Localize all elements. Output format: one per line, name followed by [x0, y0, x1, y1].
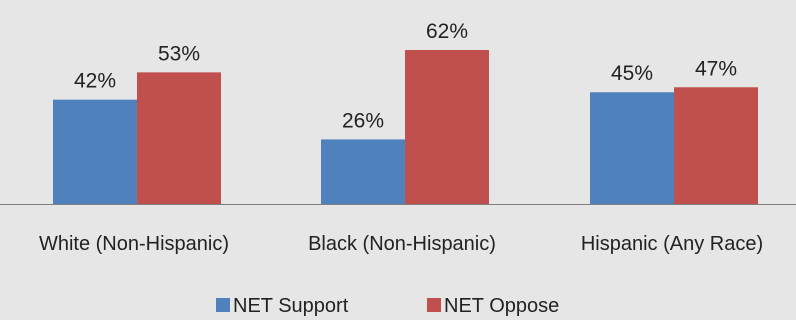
- category-label-hispanic-any-race: Hispanic (Any Race): [581, 233, 763, 255]
- data-label-net-oppose-black-non-hispanic: 62%: [426, 20, 468, 43]
- data-label-net-support-black-non-hispanic: 26%: [342, 109, 384, 132]
- bar-net-oppose-black-non-hispanic: [405, 50, 489, 204]
- category-label-white-non-hispanic: White (Non-Hispanic): [39, 233, 229, 255]
- data-label-net-support-white-non-hispanic: 42%: [74, 70, 116, 93]
- category-labels-layer: White (Non-Hispanic) Black (Non-Hispanic)…: [39, 233, 763, 255]
- data-label-net-oppose-hispanic-any-race: 47%: [695, 57, 737, 80]
- bar-net-support-white-non-hispanic: [53, 99, 137, 204]
- bars-layer: [53, 50, 758, 205]
- legend: NET Support NET Oppose: [216, 295, 559, 317]
- legend-label-net-support: NET Support: [233, 295, 349, 317]
- legend-label-net-oppose: NET Oppose: [444, 295, 559, 317]
- bar-net-oppose-hispanic-any-race: [674, 87, 758, 204]
- bar-net-support-black-non-hispanic: [321, 139, 405, 204]
- data-label-net-support-hispanic-any-race: 45%: [611, 62, 653, 85]
- legend-swatch-net-oppose: [427, 298, 441, 312]
- category-label-black-non-hispanic: Black (Non-Hispanic): [308, 233, 496, 255]
- legend-swatch-net-support: [216, 298, 230, 312]
- data-labels-layer: 42% 53% 26% 62% 45% 47%: [74, 20, 737, 132]
- bar-net-oppose-white-non-hispanic: [137, 72, 221, 205]
- data-label-net-oppose-white-non-hispanic: 53%: [158, 42, 200, 65]
- bar-net-support-hispanic-any-race: [590, 92, 674, 204]
